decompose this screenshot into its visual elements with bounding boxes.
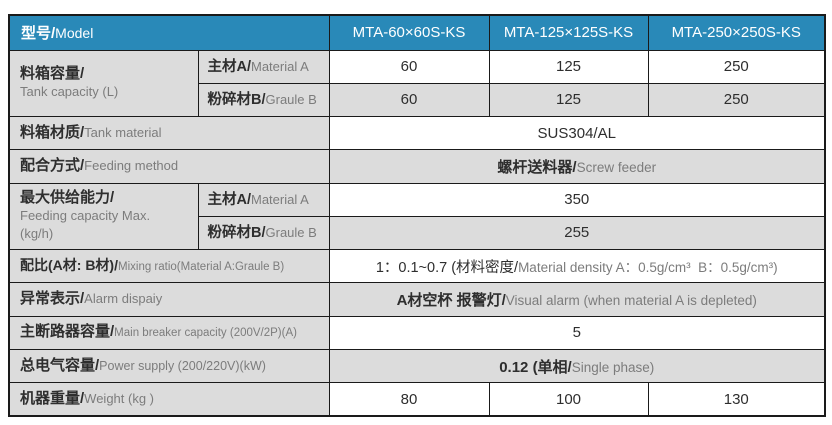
value-cell: 0.12 (单相/Single phase) (328, 348, 826, 384)
feeding-capacity-label-zh: 最大供给能力/ (20, 189, 115, 207)
feeding-method-label: 配合方式/Feeding method (8, 149, 330, 184)
material-a-sublabel: 主材A/Material A (197, 49, 330, 84)
value-cell: 125 (488, 49, 649, 84)
row-power-supply: 总电气容量/Power supply (200/220V)(kW) 0.12 (… (8, 348, 826, 384)
value-cell: 1：0.1~0.7 (材料密度/Material density A：0.5g/… (328, 249, 826, 284)
model-header-label-en: Model (55, 25, 94, 42)
value-cell: 255 (328, 215, 826, 251)
model-header-cell: 型号/Model (8, 14, 330, 51)
row-feeding-method: 配合方式/Feeding method 螺杆送料器/Screw feeder (8, 149, 826, 184)
row-main-breaker: 主断路器容量/Main breaker capacity (200V/2P)(A… (8, 315, 826, 350)
row-feeding-capacity-graule-b: 粉碎材B/Graule B 255 (9, 215, 826, 251)
value-cell: A材空杯 报警灯/Visual alarm (when material A i… (328, 282, 826, 317)
main-breaker-label: 主断路器容量/Main breaker capacity (200V/2P)(A… (8, 315, 330, 350)
table-header-row: 型号/Model MTA-60×60S-KS MTA-125×125S-KS M… (8, 14, 826, 51)
tank-capacity-label: 料箱容量/ Tank capacity (L) (8, 49, 199, 118)
value-cell: 100 (488, 382, 649, 417)
value-cell: 5 (328, 315, 826, 350)
model-column-header: MTA-125×125S-KS (488, 14, 649, 51)
value-cell: 130 (647, 382, 826, 417)
value-cell: SUS304/AL (328, 116, 826, 151)
value-cell: 螺杆送料器/Screw feeder (328, 149, 826, 184)
spec-table: 型号/Model MTA-60×60S-KS MTA-125×125S-KS M… (8, 14, 826, 417)
graule-b-sublabel: 粉碎材B/Graule B (197, 215, 330, 251)
value-cell: 250 (647, 49, 826, 84)
graule-b-sublabel: 粉碎材B/Graule B (197, 82, 330, 118)
row-feeding-capacity-material-a: 最大供给能力/ Feeding capacity Max. (kg/h) 主材A… (8, 182, 826, 251)
row-tank-capacity-graule-b: 粉碎材B/Graule B 60 125 250 (9, 82, 826, 118)
value-cell: 350 (328, 182, 826, 217)
row-alarm-display: 异常表示/Alarm dispaiy A材空杯 报警灯/Visual alarm… (8, 282, 826, 317)
power-supply-label: 总电气容量/Power supply (200/220V)(kW) (8, 348, 330, 384)
tank-capacity-label-en: Tank capacity (L) (20, 84, 119, 100)
mixing-ratio-label: 配比(A材: B材)/Mixing ratio(Material A:Graul… (8, 249, 330, 284)
value-cell: 250 (647, 82, 826, 118)
model-column-header: MTA-250×250S-KS (647, 14, 826, 51)
model-header-label-zh: 型号/ (21, 25, 56, 43)
value-cell: 125 (488, 82, 649, 118)
material-a-sublabel: 主材A/Material A (197, 182, 330, 217)
value-cell: 80 (328, 382, 490, 417)
feeding-capacity-label: 最大供给能力/ Feeding capacity Max. (kg/h) (8, 182, 199, 251)
value-cell: 60 (328, 82, 490, 118)
row-weight: 机器重量/Weight (kg ) 80 100 130 (8, 382, 826, 417)
weight-label: 机器重量/Weight (kg ) (8, 382, 330, 417)
value-cell: 60 (328, 49, 490, 84)
tank-capacity-label-zh: 料箱容量/ (20, 65, 85, 83)
model-column-header: MTA-60×60S-KS (328, 14, 490, 51)
tank-material-label: 料箱材质/Tank material (8, 116, 330, 151)
row-tank-capacity-material-a: 料箱容量/ Tank capacity (L) 主材A/Material A 6… (8, 49, 826, 118)
row-mixing-ratio: 配比(A材: B材)/Mixing ratio(Material A:Graul… (8, 249, 826, 284)
row-tank-material: 料箱材质/Tank material SUS304/AL (8, 116, 826, 151)
alarm-display-label: 异常表示/Alarm dispaiy (8, 282, 330, 317)
